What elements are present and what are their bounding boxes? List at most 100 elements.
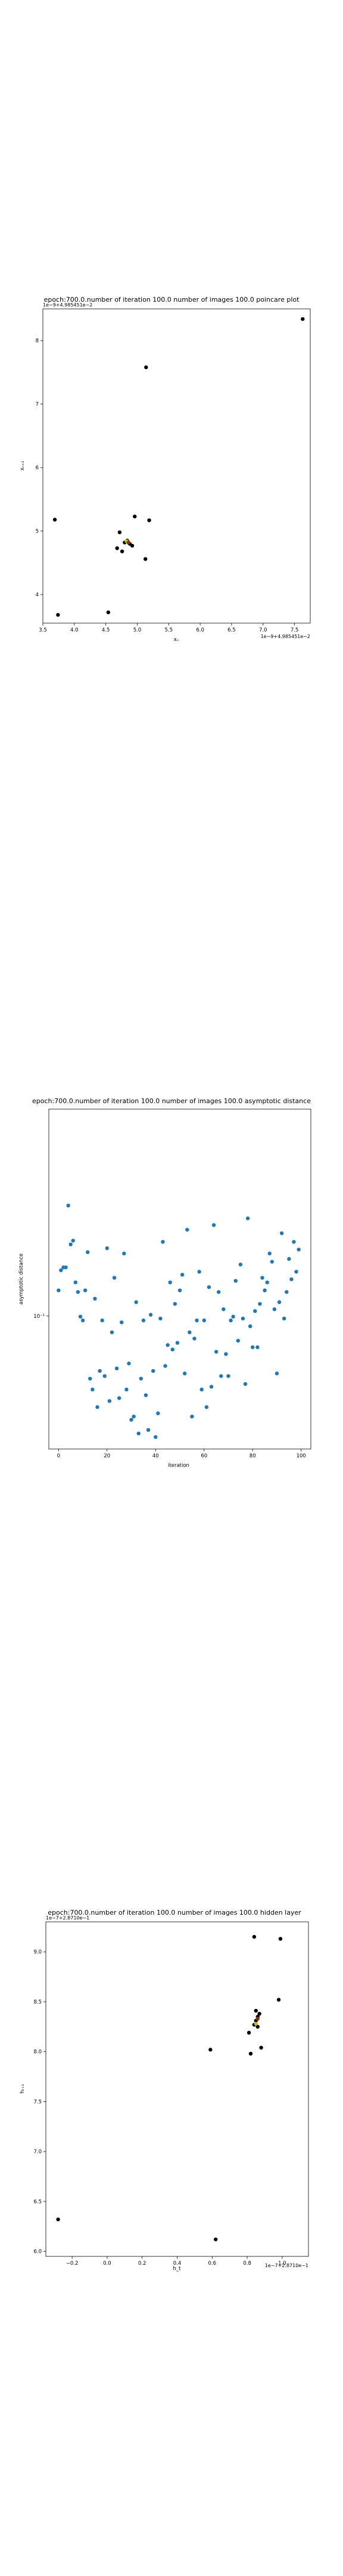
data-point xyxy=(226,1374,230,1378)
data-point xyxy=(166,1343,170,1347)
data-point xyxy=(260,1275,264,1280)
x-tick-label: 5.0 xyxy=(133,627,142,633)
data-point xyxy=(255,1345,260,1349)
data-point xyxy=(277,1300,282,1304)
data-point xyxy=(241,1316,245,1321)
x-tick-label: 0 xyxy=(57,1453,60,1459)
data-point xyxy=(64,1265,68,1270)
y-tick-label: 8.5 xyxy=(33,1999,42,2005)
data-point xyxy=(136,1431,141,1436)
x-tick-label: 60 xyxy=(201,1453,207,1459)
data-point xyxy=(130,543,135,548)
x-tick-label: 5.5 xyxy=(165,627,173,633)
x-axis-label: xₙ xyxy=(174,637,179,643)
data-point xyxy=(148,1312,153,1317)
data-point xyxy=(294,1270,298,1274)
x-tick-label: 6.5 xyxy=(227,627,236,633)
x-offset-text: 1e−7+2.8710e−1 xyxy=(265,2263,308,2268)
y-tick-label: 4 xyxy=(36,592,39,598)
data-point xyxy=(231,1314,235,1319)
data-point xyxy=(259,2045,263,2050)
data-point xyxy=(122,1251,126,1256)
data-point xyxy=(156,1411,160,1416)
data-point xyxy=(158,1316,163,1321)
data-point xyxy=(144,557,148,561)
data-point xyxy=(146,1428,151,1432)
data-point xyxy=(175,1340,180,1345)
data-point xyxy=(292,1240,296,1244)
data-point xyxy=(257,2011,261,2016)
y-offset-text: 1e−9+4.985451e−2 xyxy=(43,302,92,308)
scatter-points xyxy=(57,1203,301,1439)
data-point xyxy=(190,1414,194,1419)
x-tick-label: 0.2 xyxy=(138,2261,146,2267)
x-tick-label: 0.6 xyxy=(208,2261,217,2267)
data-point xyxy=(100,1318,104,1323)
data-point xyxy=(170,1347,174,1352)
data-point xyxy=(168,1280,172,1284)
data-point xyxy=(209,1385,214,1389)
x-tick-label: 0.0 xyxy=(103,2261,111,2267)
x-tick-label: 7.5 xyxy=(291,627,299,633)
data-point xyxy=(117,1396,121,1400)
data-point xyxy=(229,1318,233,1323)
hidden-layer-chart: epoch:700.0.number of iteration 100.0 nu… xyxy=(20,1909,309,2272)
data-point xyxy=(278,1937,283,1941)
data-point xyxy=(236,1339,240,1343)
data-point xyxy=(208,2048,213,2052)
data-point xyxy=(127,1361,131,1366)
data-point xyxy=(252,1934,257,1939)
data-point xyxy=(106,610,111,615)
data-point xyxy=(71,1239,75,1243)
data-point xyxy=(251,1345,255,1349)
y-tick-label: 7.0 xyxy=(33,2149,42,2155)
data-point xyxy=(255,2024,260,2029)
x-tick-label: −0.2 xyxy=(66,2261,79,2267)
plot-frame xyxy=(42,308,311,624)
data-point xyxy=(68,1242,73,1247)
data-point xyxy=(287,1257,291,1261)
data-point xyxy=(202,1318,206,1323)
y-offset-text: 1e−7+2.8710e−1 xyxy=(46,1915,89,1921)
y-axis-label: hₜ₊₁ xyxy=(20,2084,26,2094)
x-offset-text: 1e−9+4.985451e−2 xyxy=(261,634,310,639)
data-point xyxy=(270,1259,275,1264)
data-point xyxy=(124,1388,129,1392)
data-point xyxy=(83,1288,88,1293)
x-tick-label: 40 xyxy=(152,1453,159,1459)
scatter-points xyxy=(56,1934,283,2241)
data-point xyxy=(297,1247,301,1252)
data-point xyxy=(56,612,60,617)
data-point xyxy=(57,1288,61,1293)
data-point xyxy=(195,1318,199,1323)
data-point xyxy=(107,1399,112,1403)
x-tick-label: 7.0 xyxy=(259,627,267,633)
y-tick-label: 6.0 xyxy=(33,2249,42,2255)
x-tick-label: 4.5 xyxy=(102,627,110,633)
data-point xyxy=(73,1280,78,1284)
y-tick-label: 10⁻¹ xyxy=(33,1314,45,1320)
data-point xyxy=(289,1277,294,1281)
y-axis-ticks: 4 5 6 7 8 xyxy=(36,338,43,598)
asymptotic-distance-chart: epoch:700.0.number of iteration 100.0 nu… xyxy=(18,1097,311,1469)
data-point xyxy=(132,1414,136,1419)
x-tick-label: 1.0 xyxy=(278,2261,286,2267)
data-point xyxy=(248,1324,252,1329)
data-point xyxy=(276,1998,281,2002)
scatter-points xyxy=(52,317,305,617)
data-point xyxy=(253,1309,257,1313)
y-tick-label: 6 xyxy=(36,465,39,471)
data-point xyxy=(258,1302,262,1306)
x-tick-label: 0.8 xyxy=(243,2261,251,2267)
data-point xyxy=(192,1336,197,1341)
poincare-chart: epoch:700.0.number of iteration 100.0 nu… xyxy=(20,296,311,643)
data-point xyxy=(180,1272,185,1277)
data-point xyxy=(133,514,137,519)
data-point xyxy=(88,1376,92,1381)
data-point xyxy=(211,1223,216,1227)
data-point xyxy=(115,546,119,550)
data-point xyxy=(105,1246,109,1250)
data-point xyxy=(95,1405,99,1409)
data-point xyxy=(117,530,122,534)
data-point xyxy=(76,1290,80,1294)
